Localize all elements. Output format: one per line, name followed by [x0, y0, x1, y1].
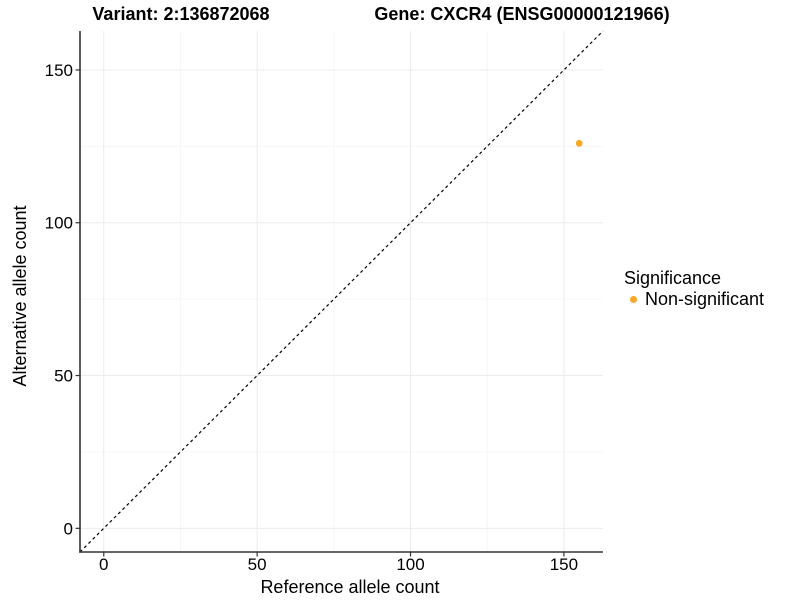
y-tick-label: 0 — [64, 519, 73, 538]
x-tick-label: 0 — [99, 555, 108, 574]
identity-line — [79, 30, 604, 553]
legend-point-icon — [630, 295, 637, 303]
y-tick-label: 100 — [45, 214, 73, 233]
variant-title: Variant: 2:136872068 — [92, 4, 270, 24]
x-axis-title: Reference allele count — [260, 577, 440, 597]
legend-entry-label: Non-significant — [645, 288, 765, 309]
legend: Significance Non-significant — [624, 268, 764, 310]
y-axis-title: Alternative allele count — [10, 205, 30, 387]
x-tick-label: 150 — [550, 555, 578, 574]
data-point — [575, 139, 583, 147]
x-tick-label: 50 — [248, 555, 267, 574]
y-tick-label: 50 — [54, 367, 73, 386]
y-tick-label: 150 — [45, 61, 73, 80]
x-tick-label: 100 — [396, 555, 424, 574]
legend-entry: Non-significant — [624, 288, 764, 310]
legend-title: Significance — [624, 268, 722, 288]
gene-title: Gene: CXCR4 (ENSG00000121966) — [374, 4, 670, 24]
